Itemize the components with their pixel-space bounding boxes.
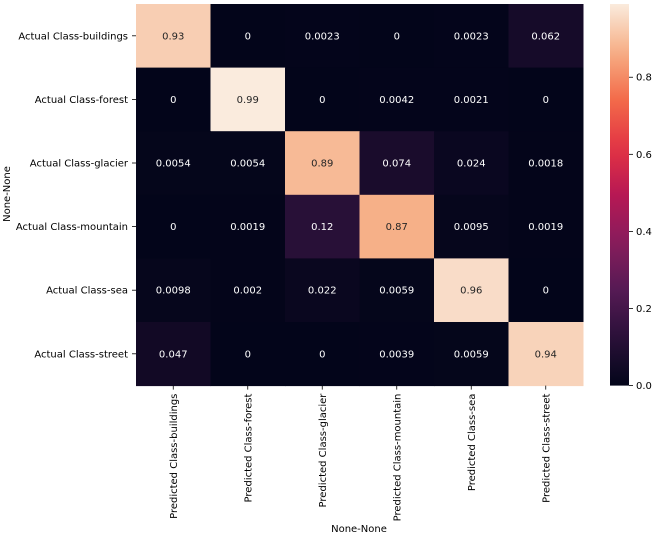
cell-value-label: 0.89 xyxy=(311,159,333,170)
y-tick-label: Actual Class-buildings xyxy=(18,31,128,42)
cell-value-label: 0.0059 xyxy=(454,349,489,360)
cell-value-label: 0.94 xyxy=(535,349,557,360)
cell-value-label: 0.0054 xyxy=(230,159,265,170)
heatmap-cell xyxy=(434,131,509,196)
cell-value-label: 0.12 xyxy=(311,222,333,233)
heatmap-cell xyxy=(285,322,360,387)
cell-value-label: 0.0039 xyxy=(379,349,414,360)
colorbar-tick-label: 0.4 xyxy=(636,227,652,238)
heatmap-cell xyxy=(210,4,286,69)
x-tick-label: Predicted Class-forest xyxy=(243,394,254,503)
cell-value-label: 0.0019 xyxy=(230,222,265,233)
heatmap-cell xyxy=(285,67,360,132)
cell-value-label: 0.0019 xyxy=(528,222,563,233)
heatmap-cell xyxy=(434,4,509,69)
colorbar-tick-label: 0.8 xyxy=(636,73,652,84)
heatmap-cell xyxy=(285,194,360,259)
y-axis-label: None-None xyxy=(2,166,13,222)
x-axis-label: None-None xyxy=(331,524,387,535)
heatmap-cell xyxy=(434,322,509,387)
cell-value-label: 0.87 xyxy=(386,222,408,233)
x-tick-label: Predicted Class-mountain xyxy=(392,394,403,522)
colorbar-tick-label: 0.0 xyxy=(636,381,652,392)
heatmap-cell xyxy=(136,322,211,387)
cell-value-label: 0 xyxy=(319,95,325,106)
heatmap-cell xyxy=(508,322,584,387)
heatmap-cell xyxy=(136,131,211,196)
cell-value-label: 0 xyxy=(319,349,325,360)
y-tick-label: Actual Class-forest xyxy=(35,95,128,106)
heatmap-cell xyxy=(359,67,435,132)
cell-value-label: 0 xyxy=(170,222,176,233)
cell-value-label: 0.0098 xyxy=(156,286,191,297)
x-tick-label: Predicted Class-sea xyxy=(467,394,478,492)
heatmap-cells xyxy=(136,4,584,387)
cell-value-label: 0.022 xyxy=(308,286,337,297)
heatmap-cell xyxy=(285,4,360,69)
cell-value-label: 0 xyxy=(543,286,549,297)
y-tick-label: Actual Class-sea xyxy=(46,286,128,297)
heatmap-cell xyxy=(136,194,211,259)
x-tick-label: Predicted Class-glacier xyxy=(318,393,329,508)
colorbar-tick-label: 0.2 xyxy=(636,304,652,315)
cell-value-label: 0.0054 xyxy=(156,159,191,170)
colorbar: 0.0 0.2 0.4 0.6 0.8 xyxy=(610,4,652,392)
heatmap-cell xyxy=(285,258,360,323)
cell-value-label: 0.0023 xyxy=(454,31,489,42)
x-tick-label: Predicted Class-buildings xyxy=(169,394,180,519)
cell-value-label: 0.96 xyxy=(460,286,482,297)
y-tick-label: Actual Class-mountain xyxy=(16,222,128,233)
heatmap-cell xyxy=(434,258,509,323)
cell-value-label: 0.0023 xyxy=(305,31,340,42)
colorbar-tick-label: 0.6 xyxy=(636,150,652,161)
heatmap-cell xyxy=(508,4,584,69)
heatmap-annotations: 0.93 0 0.0023 0 0.0023 0.062 0 0.99 0 0.0042 0.002… xyxy=(156,31,564,360)
heatmap-cell xyxy=(210,131,286,196)
heatmap-cell xyxy=(210,194,286,259)
cell-value-label: 0 xyxy=(394,31,400,42)
cell-value-label: 0 xyxy=(170,95,176,106)
heatmap-cell xyxy=(434,67,509,132)
cell-value-label: 0.0059 xyxy=(379,286,414,297)
heatmap-cell xyxy=(210,67,286,132)
heatmap-cell xyxy=(285,131,360,196)
heatmap-cell xyxy=(434,194,509,259)
x-tick-label: Predicted Class-street xyxy=(541,394,552,503)
heatmap-cell xyxy=(210,258,286,323)
cell-value-label: 0.024 xyxy=(457,159,486,170)
heatmap-cell xyxy=(508,67,584,132)
heatmap-cell xyxy=(136,67,211,132)
heatmap-cell xyxy=(359,258,435,323)
cell-value-label: 0.0095 xyxy=(454,222,489,233)
cell-value-label: 0.074 xyxy=(382,159,411,170)
heatmap-cell xyxy=(210,322,286,387)
heatmap-cell xyxy=(508,194,584,259)
heatmap-cell xyxy=(508,258,584,323)
heatmap-cell xyxy=(359,131,435,196)
cell-value-label: 0.002 xyxy=(233,286,262,297)
x-axis: Predicted Class-buildings Predicted Class… xyxy=(169,385,552,522)
cell-value-label: 0 xyxy=(245,349,251,360)
heatmap-cell xyxy=(508,131,584,196)
y-axis: Actual Class-buildings Actual Class-fores… xyxy=(16,31,136,360)
y-tick-label: Actual Class-glacier xyxy=(30,159,129,170)
heatmap-cell xyxy=(359,4,435,69)
cell-value-label: 0.0018 xyxy=(528,159,563,170)
cell-value-label: 0.062 xyxy=(531,31,560,42)
heatmap-cell xyxy=(359,194,435,259)
y-tick-label: Actual Class-street xyxy=(34,349,128,360)
cell-value-label: 0.047 xyxy=(159,349,188,360)
cell-value-label: 0.0021 xyxy=(454,95,489,106)
cell-value-label: 0 xyxy=(245,31,251,42)
colorbar-gradient xyxy=(610,4,629,386)
cell-value-label: 0.93 xyxy=(162,31,184,42)
heatmap-cell xyxy=(136,258,211,323)
cell-value-label: 0.99 xyxy=(237,95,259,106)
cell-value-label: 0.0042 xyxy=(379,95,414,106)
heatmap-cell xyxy=(359,322,435,387)
heatmap-cell xyxy=(136,4,211,69)
colorbar-ticks: 0.0 0.2 0.4 0.6 0.8 xyxy=(629,73,652,392)
cell-value-label: 0 xyxy=(543,95,549,106)
